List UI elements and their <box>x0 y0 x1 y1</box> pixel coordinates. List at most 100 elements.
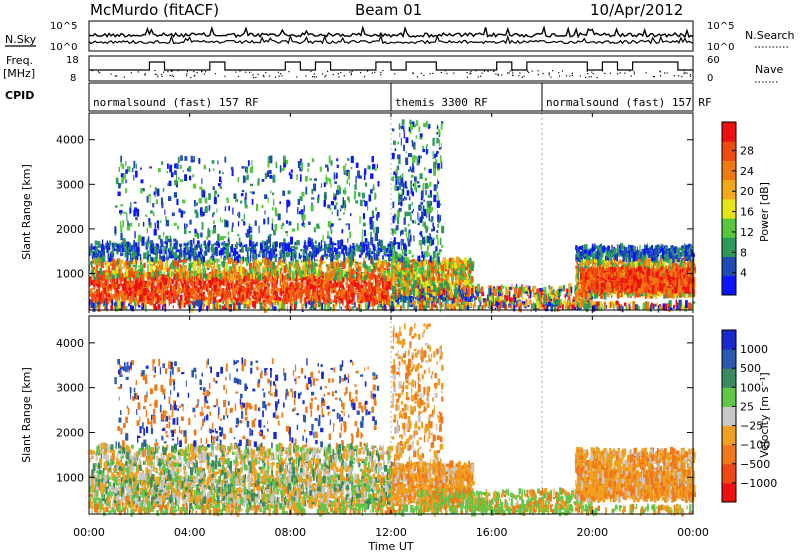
range-gate-cell <box>256 204 258 211</box>
range-gate-cell <box>246 234 249 237</box>
range-gate-cell <box>304 257 307 261</box>
range-gate-cell <box>416 120 418 126</box>
range-gate-cell <box>186 224 188 228</box>
range-gate-cell <box>204 284 207 289</box>
range-gate-cell <box>372 272 375 274</box>
nave-point <box>327 71 328 72</box>
range-gate-cell <box>103 250 104 256</box>
range-gate-cell <box>314 257 315 262</box>
range-gate-cell <box>452 276 454 281</box>
range-gate-cell <box>340 209 341 212</box>
range-gate-cell <box>382 240 383 246</box>
range-gate-cell <box>249 226 251 234</box>
nave-point <box>162 76 163 77</box>
range-gate-cell <box>177 226 179 230</box>
nave-point <box>92 70 93 71</box>
range-gate-cell <box>360 288 362 290</box>
range-gate-cell <box>321 245 322 248</box>
range-gate-cell <box>114 226 116 233</box>
range-gate-cell <box>120 204 123 206</box>
range-gate-cell <box>460 260 463 264</box>
nave-point <box>495 73 496 74</box>
range-gate-cell <box>311 197 314 199</box>
range-gate-cell <box>216 241 217 245</box>
range-gate-cell <box>302 214 303 220</box>
power-panel: 1000200030004000 Slant Range [km] <box>20 113 696 313</box>
range-gate-cell <box>282 223 284 226</box>
range-gate-cell <box>109 297 110 299</box>
range-gate-cell <box>272 193 274 196</box>
range-gate-cell <box>283 257 286 260</box>
range-gate-cell <box>336 202 338 205</box>
nave-tick-high: 60 <box>707 55 720 66</box>
range-gate-cell <box>262 260 263 263</box>
range-gate-cell <box>355 263 357 268</box>
range-gate-cell <box>406 232 407 236</box>
range-gate-cell <box>130 223 132 227</box>
nave-point <box>288 71 289 72</box>
range-gate-cell <box>343 294 345 299</box>
range-gate-cell <box>403 296 406 303</box>
range-gate-cell <box>130 283 133 287</box>
range-gate-cell <box>233 273 234 279</box>
range-gate-cell <box>338 218 341 220</box>
range-gate-cell <box>423 273 426 275</box>
range-gate-cell <box>331 160 333 165</box>
range-gate-cell <box>348 172 350 180</box>
range-gate-cell <box>311 202 312 205</box>
range-gate-cell <box>155 294 158 297</box>
range-gate-cell <box>301 209 302 214</box>
range-gate-cell <box>236 242 238 249</box>
range-gate-cell <box>156 256 158 262</box>
range-gate-cell <box>222 220 223 223</box>
range-gate-cell <box>288 293 290 298</box>
range-gate-cell <box>267 271 270 274</box>
range-gate-cell <box>402 173 403 178</box>
nave-point <box>265 72 266 73</box>
range-gate-cell <box>168 279 171 284</box>
nsky-line <box>89 27 693 37</box>
range-gate-cell <box>119 210 122 213</box>
range-gate-cell <box>167 164 169 169</box>
range-gate-cell <box>233 193 236 199</box>
range-gate-cell <box>456 276 458 281</box>
range-gate-cell <box>361 286 363 289</box>
range-gate-cell <box>238 254 241 257</box>
range-gate-cell <box>201 293 202 299</box>
nave-point <box>596 77 597 78</box>
range-gate-cell <box>350 254 353 261</box>
range-gate-cell <box>122 238 125 244</box>
range-gate-cell <box>200 207 201 215</box>
range-gate-cell <box>262 179 265 182</box>
range-gate-cell <box>225 206 227 211</box>
range-gate-cell <box>251 249 254 251</box>
nave-point <box>177 70 178 71</box>
range-gate-cell <box>146 300 149 302</box>
nave-point <box>512 70 513 71</box>
range-gate-cell <box>378 252 380 257</box>
range-gate-cell <box>185 298 187 300</box>
range-gate-cell <box>100 254 102 258</box>
range-gate-cell <box>118 183 121 188</box>
range-gate-cell <box>326 175 327 182</box>
range-gate-cell <box>189 272 191 277</box>
range-gate-cell <box>203 274 206 279</box>
nave-point <box>255 77 256 78</box>
range-gate-cell <box>236 282 237 285</box>
range-gate-cell <box>359 216 360 223</box>
range-gate-cell <box>213 186 215 190</box>
range-gate-cell <box>173 283 174 288</box>
range-gate-cell <box>301 192 304 197</box>
range-gate-cell <box>268 236 271 243</box>
range-gate-cell <box>324 241 325 249</box>
range-gate-cell <box>337 185 340 190</box>
range-gate-cell <box>321 183 322 188</box>
cpid-segment-label: themis 3300 RF <box>395 96 488 109</box>
nave-point <box>333 74 334 75</box>
range-gate-cell <box>189 263 192 270</box>
range-gate-cell <box>100 268 103 275</box>
range-gate-cell <box>155 287 156 292</box>
range-gate-cell <box>269 170 272 174</box>
range-gate-cell <box>184 156 187 161</box>
